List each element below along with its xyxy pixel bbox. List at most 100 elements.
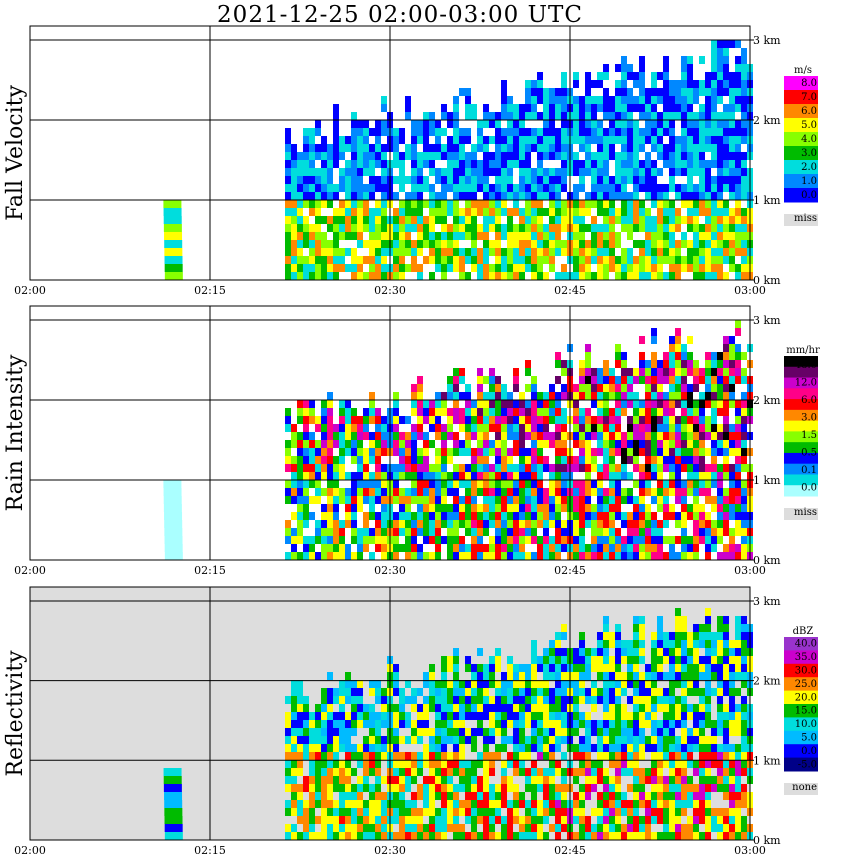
heatmap-cell xyxy=(164,520,183,528)
heatmap-cell xyxy=(615,712,621,720)
heatmap-cell xyxy=(525,800,531,808)
heatmap-cell xyxy=(549,112,555,120)
heatmap-cell xyxy=(393,808,399,816)
heatmap-cell xyxy=(435,232,441,240)
heatmap-cell xyxy=(561,72,567,80)
heatmap-cell xyxy=(525,768,531,776)
x-tick-label: 02:15 xyxy=(194,844,226,857)
heatmap-cell xyxy=(465,760,471,768)
heatmap-cell xyxy=(453,168,459,176)
heatmap-cell xyxy=(363,448,369,456)
heatmap-cell xyxy=(675,672,681,680)
x-tick-label: 02:45 xyxy=(554,564,586,577)
heatmap-cell xyxy=(657,768,663,776)
heatmap-cell xyxy=(285,824,291,832)
heatmap-cell xyxy=(477,832,483,840)
heatmap-cell xyxy=(459,736,465,744)
heatmap-cell xyxy=(639,720,645,728)
heatmap-cell xyxy=(405,784,411,792)
heatmap-cell xyxy=(417,208,423,216)
heatmap-cell xyxy=(597,552,603,560)
heatmap-cell xyxy=(603,544,609,552)
heatmap-cell xyxy=(339,448,345,456)
heatmap-cell xyxy=(639,488,645,496)
heatmap-cell xyxy=(729,184,735,192)
heatmap-cell xyxy=(507,216,513,224)
heatmap-cell xyxy=(669,440,675,448)
heatmap-cell xyxy=(447,184,453,192)
heatmap-cell xyxy=(489,120,495,128)
heatmap-cell xyxy=(585,440,591,448)
heatmap-cell xyxy=(531,648,537,656)
heatmap-cell xyxy=(603,720,609,728)
heatmap-cell xyxy=(393,712,399,720)
heatmap-cell xyxy=(657,528,663,536)
heatmap-cell xyxy=(603,88,609,96)
heatmap-cell xyxy=(645,504,651,512)
heatmap-cell xyxy=(615,80,621,88)
heatmap-cell xyxy=(501,800,507,808)
heatmap-cell xyxy=(285,160,291,168)
heatmap-cell xyxy=(681,696,687,704)
heatmap-cell xyxy=(603,520,609,528)
heatmap-cell xyxy=(453,136,459,144)
heatmap-cell xyxy=(633,144,639,152)
heatmap-cell xyxy=(693,512,699,520)
heatmap-cell xyxy=(465,728,471,736)
heatmap-cell xyxy=(477,816,483,824)
heatmap-cell xyxy=(399,152,405,160)
heatmap-cell xyxy=(483,392,489,400)
heatmap-cell xyxy=(309,440,315,448)
heatmap-cell xyxy=(651,720,657,728)
heatmap-cell xyxy=(429,424,435,432)
heatmap-cell xyxy=(621,384,627,392)
heatmap-cell xyxy=(453,552,459,560)
heatmap-cell xyxy=(681,488,687,496)
heatmap-cell xyxy=(699,424,705,432)
heatmap-cell xyxy=(471,688,477,696)
heatmap-cell xyxy=(621,456,627,464)
heatmap-cell xyxy=(375,832,381,840)
heatmap-cell xyxy=(681,440,687,448)
heatmap-cell xyxy=(429,464,435,472)
heatmap-cell xyxy=(495,752,501,760)
heatmap-cell xyxy=(615,544,621,552)
heatmap-cell xyxy=(321,552,327,560)
heatmap-cell xyxy=(693,472,699,480)
heatmap-cell xyxy=(507,472,513,480)
heatmap-cell xyxy=(441,184,447,192)
heatmap-cell xyxy=(399,224,405,232)
heatmap-cell xyxy=(381,416,387,424)
heatmap-cell xyxy=(579,632,585,640)
heatmap-cell xyxy=(441,800,447,808)
heatmap-cell xyxy=(537,400,543,408)
heatmap-cell xyxy=(711,136,717,144)
heatmap-cell xyxy=(711,808,717,816)
heatmap-cell xyxy=(345,808,351,816)
heatmap-cell xyxy=(417,528,423,536)
heatmap-cell xyxy=(675,104,681,112)
heatmap-cell xyxy=(303,704,309,712)
heatmap-cell xyxy=(657,120,663,128)
heatmap-cell xyxy=(447,696,453,704)
heatmap-cell xyxy=(513,424,519,432)
heatmap-cell xyxy=(423,792,429,800)
heatmap-cell xyxy=(723,232,729,240)
heatmap-cell xyxy=(513,720,519,728)
heatmap-cell xyxy=(705,696,711,704)
heatmap-cell xyxy=(423,432,429,440)
heatmap-cell xyxy=(615,720,621,728)
heatmap-cell xyxy=(633,728,639,736)
heatmap-cell xyxy=(717,784,723,792)
heatmap-cell xyxy=(609,656,615,664)
heatmap-cell xyxy=(465,472,471,480)
heatmap-cell xyxy=(369,248,375,256)
heatmap-cell xyxy=(615,736,621,744)
heatmap-cell xyxy=(573,440,579,448)
heatmap-cell xyxy=(525,240,531,248)
heatmap-cell xyxy=(675,400,681,408)
heatmap-cell xyxy=(477,416,483,424)
heatmap-cell xyxy=(519,400,525,408)
heatmap-cell xyxy=(651,160,657,168)
heatmap-cell xyxy=(525,504,531,512)
